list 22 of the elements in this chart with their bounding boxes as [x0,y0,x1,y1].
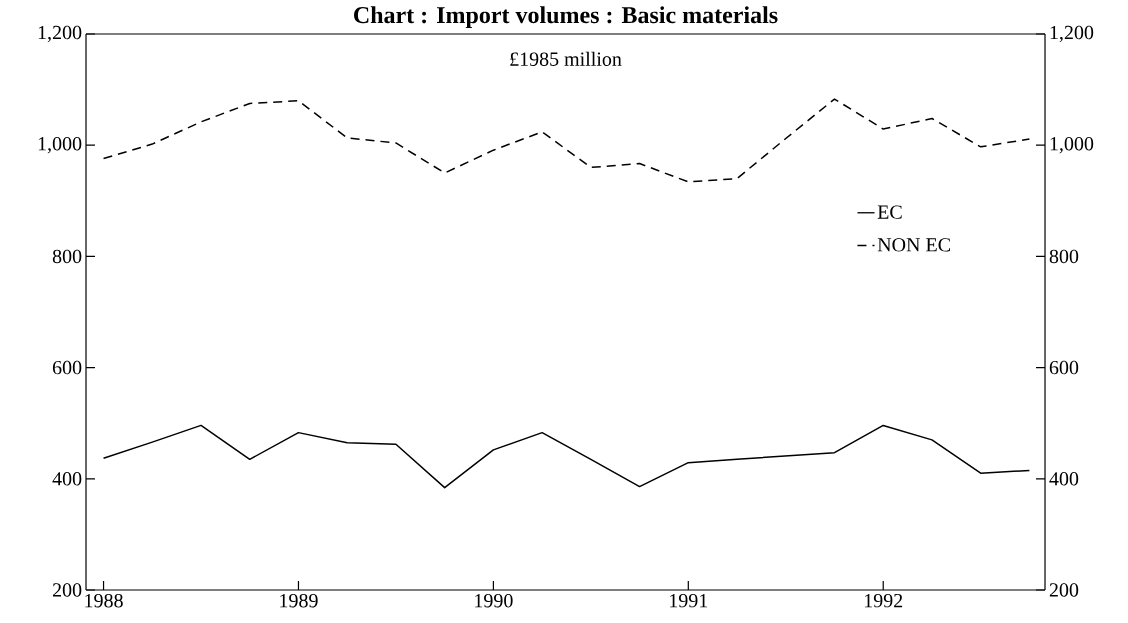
y2-tick-label: 200 [1049,583,1079,597]
chart-title: Chart : Import volumes : Basic materials [354,6,778,29]
y2-tick-label: 1,200 [1050,25,1094,43]
y-tick-label: 1,200 [38,25,82,43]
x-tick-label: 1989 [280,593,318,608]
line-series [102,98,1031,183]
y-tick-label: 400 [52,472,82,486]
y2-tick-label: 1,000 [1050,137,1094,154]
x-tick-label: 1992 [864,593,903,608]
x-tick-label: 1991 [670,593,708,608]
y2-tick-label: 600 [1049,360,1079,375]
y2-tick-label: 800 [1049,249,1079,264]
y-tick-label: 1,000 [38,137,82,154]
x-tick-label: 1990 [475,593,513,608]
y-tick-label: 200 [52,583,82,597]
legend-label: NON EC [877,238,950,252]
legend-label: EC [877,205,902,219]
y-tick-label: 800 [52,249,82,264]
x-tick-label: 1988 [85,593,123,608]
annotation: £1985 million [510,51,622,66]
y2-tick-label: 400 [1049,472,1079,486]
y-tick-label: 600 [52,360,82,375]
